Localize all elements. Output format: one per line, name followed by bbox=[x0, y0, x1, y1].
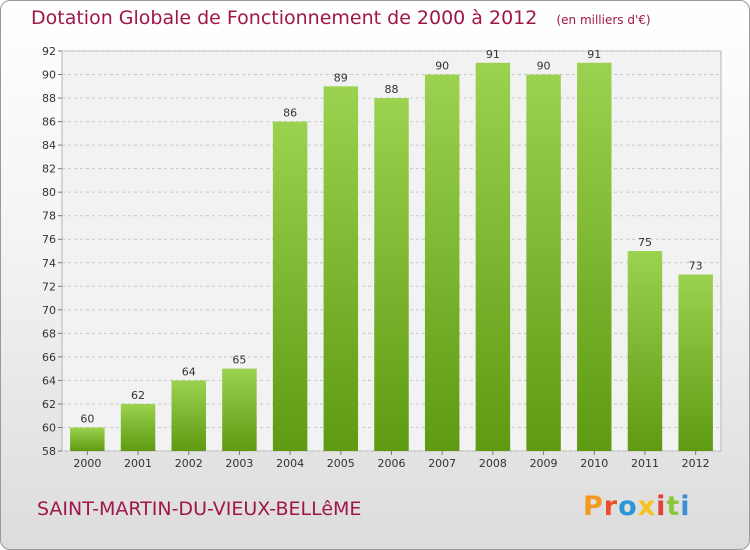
bar-value-label: 64 bbox=[182, 365, 196, 378]
x-tick-label: 2004 bbox=[276, 457, 304, 470]
x-tick-label: 2011 bbox=[631, 457, 659, 470]
bar bbox=[323, 86, 359, 451]
bar bbox=[526, 74, 561, 451]
x-tick-label: 2009 bbox=[530, 457, 558, 470]
brand-letter: x bbox=[637, 491, 657, 522]
brand-letter: t bbox=[666, 491, 681, 522]
bar bbox=[120, 403, 156, 451]
y-tick-label: 60 bbox=[42, 421, 56, 434]
x-tick-label: 2000 bbox=[73, 457, 101, 470]
x-tick-label: 2001 bbox=[124, 457, 152, 470]
y-tick-label: 86 bbox=[42, 116, 56, 129]
y-tick-label: 62 bbox=[42, 398, 56, 411]
chart-title: Dotation Globale de Fonctionnement de 20… bbox=[31, 7, 538, 29]
x-tick-label: 2005 bbox=[327, 457, 355, 470]
y-tick-label: 74 bbox=[42, 257, 56, 270]
x-tick-label: 2002 bbox=[175, 457, 203, 470]
brand-letter: r bbox=[603, 491, 619, 522]
x-tick-label: 2003 bbox=[225, 457, 253, 470]
brand-letter: P bbox=[583, 491, 604, 522]
y-tick-label: 58 bbox=[42, 445, 56, 458]
brand-letter: i bbox=[656, 491, 667, 522]
y-tick-label: 84 bbox=[42, 139, 56, 152]
commune-name: SAINT-MARTIN-DU-VIEUX-BELLêME bbox=[37, 498, 362, 520]
x-tick-label: 2008 bbox=[479, 457, 507, 470]
y-tick-label: 90 bbox=[42, 69, 56, 82]
bar bbox=[627, 251, 663, 451]
x-tick-label: 2006 bbox=[378, 457, 406, 470]
bar bbox=[272, 121, 308, 452]
y-tick-label: 92 bbox=[42, 45, 56, 58]
x-tick-label: 2010 bbox=[580, 457, 608, 470]
brand-letter: o bbox=[618, 491, 638, 522]
y-tick-label: 82 bbox=[42, 163, 56, 176]
bar bbox=[577, 62, 612, 451]
bar-value-label: 91 bbox=[486, 48, 500, 61]
y-tick-label: 76 bbox=[42, 233, 56, 246]
chart-subtitle: (en milliers d'€) bbox=[556, 13, 651, 27]
y-tick-label: 80 bbox=[42, 186, 56, 199]
bar-value-label: 65 bbox=[232, 354, 246, 367]
y-tick-label: 70 bbox=[42, 304, 56, 317]
bar-value-label: 86 bbox=[283, 107, 297, 120]
bar-value-label: 60 bbox=[80, 412, 94, 425]
brand-logo: Proxiti bbox=[583, 491, 691, 522]
title-row: Dotation Globale de Fonctionnement de 20… bbox=[31, 7, 651, 29]
bar bbox=[70, 427, 105, 451]
y-tick-label: 64 bbox=[42, 374, 56, 387]
y-tick-label: 66 bbox=[42, 351, 56, 364]
bar bbox=[424, 74, 460, 451]
bar-value-label: 88 bbox=[385, 83, 399, 96]
bar-value-label: 73 bbox=[689, 260, 703, 273]
y-tick-label: 78 bbox=[42, 210, 56, 223]
y-tick-label: 72 bbox=[42, 280, 56, 293]
bar-value-label: 90 bbox=[537, 60, 551, 73]
y-tick-label: 68 bbox=[42, 327, 56, 340]
x-tick-label: 2007 bbox=[428, 457, 456, 470]
bar-value-label: 91 bbox=[587, 48, 601, 61]
x-tick-label: 2012 bbox=[682, 457, 710, 470]
bar-value-label: 75 bbox=[638, 236, 652, 249]
bar bbox=[475, 62, 511, 451]
bar bbox=[678, 274, 713, 451]
bar bbox=[171, 380, 206, 451]
bar bbox=[374, 98, 409, 451]
bar bbox=[222, 368, 257, 451]
bar-value-label: 62 bbox=[131, 389, 145, 402]
bar-value-label: 90 bbox=[435, 60, 449, 73]
y-tick-label: 88 bbox=[42, 92, 56, 105]
brand-letter: i bbox=[680, 491, 691, 522]
bar-value-label: 89 bbox=[334, 71, 348, 84]
